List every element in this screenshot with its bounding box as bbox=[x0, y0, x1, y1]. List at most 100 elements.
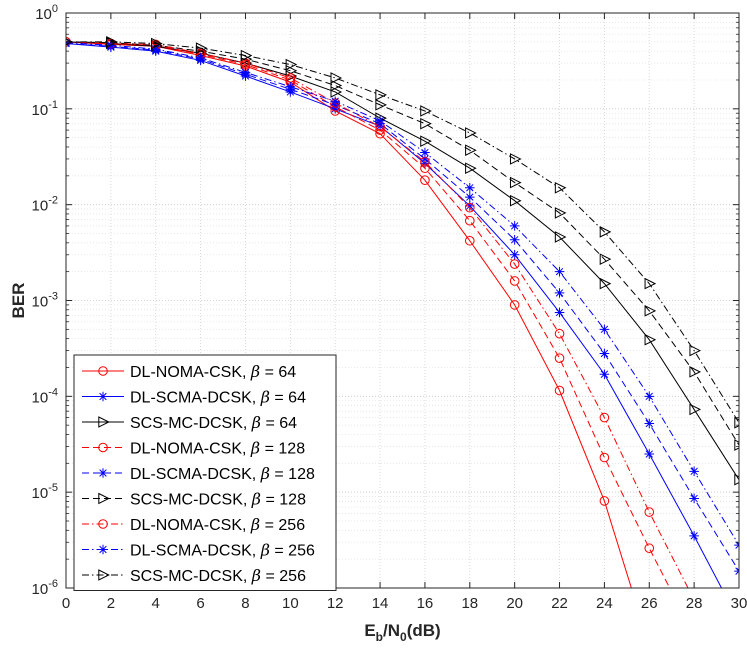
series-3-point-10 bbox=[509, 276, 520, 286]
series-2-point-9-shape bbox=[465, 162, 477, 175]
series-5-point-12-shape bbox=[599, 253, 612, 265]
legend-label-7: DL-SCMA-DCSK, β = 256 bbox=[130, 541, 315, 560]
series-1-point-12 bbox=[599, 369, 610, 380]
legend-label-1: DL-SCMA-DCSK, β = 64 bbox=[130, 388, 306, 407]
series-7-point-5 bbox=[285, 81, 296, 92]
legend-marker-2-shape bbox=[98, 416, 110, 428]
series-4-point-11-shape bbox=[554, 288, 565, 298]
series-7-point-1-shape bbox=[106, 40, 116, 51]
series-1-point-14-shape bbox=[689, 531, 699, 541]
series-5-point-14-shape bbox=[689, 366, 702, 378]
series-4-point-8-shape bbox=[420, 154, 430, 164]
series-8-point-7 bbox=[375, 89, 387, 101]
series-line-6 bbox=[66, 41, 689, 588]
series-5-point-11-shape bbox=[554, 207, 567, 219]
legend-marker-6-shape bbox=[98, 519, 108, 529]
series-2-point-12 bbox=[599, 277, 612, 290]
legend-label-0: DL-NOMA-CSK, β = 64 bbox=[130, 362, 296, 381]
series-0-point-9-shape bbox=[465, 235, 475, 246]
series-5-point-6-shape bbox=[330, 79, 343, 92]
series-3-point-11-shape bbox=[554, 353, 565, 363]
series-5-point-13 bbox=[644, 305, 657, 317]
legend-label-6: DL-NOMA-CSK, β = 256 bbox=[130, 515, 305, 534]
series-4-point-8 bbox=[420, 154, 430, 164]
series-5-point-5-shape bbox=[285, 64, 298, 77]
series-7-point-8-shape bbox=[420, 147, 430, 158]
y-tick-label: 10-6 bbox=[32, 578, 58, 598]
y-tick-label: 10-4 bbox=[32, 386, 58, 406]
series-8-point-4 bbox=[240, 49, 253, 62]
series-4-point-10 bbox=[509, 234, 520, 245]
series-2-point-13 bbox=[644, 333, 657, 346]
series-line-7 bbox=[66, 42, 739, 546]
series-3-point-11 bbox=[554, 353, 565, 363]
x-tick-label: 0 bbox=[62, 595, 70, 612]
series-8-point-0-shape bbox=[66, 38, 73, 46]
series-5-point-8 bbox=[420, 117, 432, 130]
x-tick-label: 4 bbox=[152, 595, 160, 612]
series-8-point-10 bbox=[509, 153, 522, 165]
x-axis-label-e: E bbox=[364, 621, 375, 640]
series-7-point-2 bbox=[150, 44, 161, 54]
series-0-point-12-shape bbox=[599, 496, 610, 506]
series-3-point-10-shape bbox=[509, 276, 520, 286]
series-6-point-10 bbox=[509, 259, 520, 269]
legend-label-5: SCS-MC-DCSK, β = 128 bbox=[130, 490, 306, 509]
series-1-point-14 bbox=[689, 531, 699, 541]
legend-marker-2 bbox=[98, 416, 110, 428]
legend-label-4: DL-SCMA-DCSK, β = 128 bbox=[130, 464, 315, 483]
series-8-point-8 bbox=[420, 105, 432, 117]
series-8-point-15 bbox=[734, 416, 739, 429]
series-5-point-5 bbox=[285, 64, 298, 77]
series-5-point-6 bbox=[330, 79, 343, 92]
legend-marker-4 bbox=[98, 468, 108, 478]
series-1-point-9 bbox=[465, 201, 475, 211]
series-5-point-15-shape bbox=[734, 439, 739, 451]
series-line-5 bbox=[66, 41, 739, 446]
series-4-point-13-shape bbox=[644, 418, 655, 429]
legend-marker-6 bbox=[98, 519, 108, 529]
series-7-point-1 bbox=[106, 40, 116, 51]
series-2-point-10-shape bbox=[509, 194, 522, 207]
x-axis-label-sub-0: 0 bbox=[400, 630, 407, 644]
series-2-point-14-shape bbox=[689, 403, 702, 416]
legend-marker-3 bbox=[98, 442, 108, 453]
x-tick-label: 22 bbox=[551, 595, 568, 612]
series-8-point-6 bbox=[330, 72, 343, 84]
series-7-point-14 bbox=[689, 466, 699, 477]
x-tick-label: 2 bbox=[107, 595, 115, 612]
series-8-point-11-shape bbox=[554, 181, 567, 194]
x-tick-label: 8 bbox=[241, 595, 249, 612]
series-7-point-5-shape bbox=[285, 81, 296, 92]
legend-marker-5-shape bbox=[98, 492, 110, 505]
series-4-point-14-shape bbox=[689, 493, 699, 504]
legend-marker-1 bbox=[98, 391, 108, 402]
series-8-point-10-shape bbox=[509, 153, 522, 165]
y-tick-label: 10-2 bbox=[32, 195, 58, 215]
legend-label-3: DL-NOMA-CSK, β = 128 bbox=[130, 439, 305, 458]
series-6-point-9-shape bbox=[465, 202, 475, 213]
series-3-point-13 bbox=[644, 543, 655, 554]
series-4-point-12-shape bbox=[599, 348, 610, 359]
series-7-point-2-shape bbox=[150, 44, 161, 54]
series-7-point-4-shape bbox=[240, 67, 251, 78]
series-5-point-7-shape bbox=[375, 99, 387, 111]
series-8-point-13 bbox=[644, 277, 657, 290]
series-4-point-9 bbox=[465, 192, 475, 202]
series-1-point-10 bbox=[509, 249, 520, 260]
series-7-point-11 bbox=[554, 266, 565, 277]
series-8-point-12 bbox=[599, 226, 612, 238]
series-5-point-13-shape bbox=[644, 305, 657, 317]
series-line-4 bbox=[66, 43, 739, 572]
series-0-point-8 bbox=[420, 175, 430, 186]
legend-marker-1-shape bbox=[98, 391, 108, 402]
series-5-point-10-shape bbox=[509, 176, 522, 189]
series-0-point-8-shape bbox=[420, 175, 430, 186]
y-tick-label: 10-1 bbox=[32, 99, 58, 119]
series-3-point-12 bbox=[599, 452, 610, 463]
series-8-point-0 bbox=[66, 38, 73, 46]
series-1-point-12-shape bbox=[599, 369, 610, 380]
series-2-point-15-shape bbox=[734, 473, 739, 486]
series-2-point-6-shape bbox=[330, 86, 343, 98]
